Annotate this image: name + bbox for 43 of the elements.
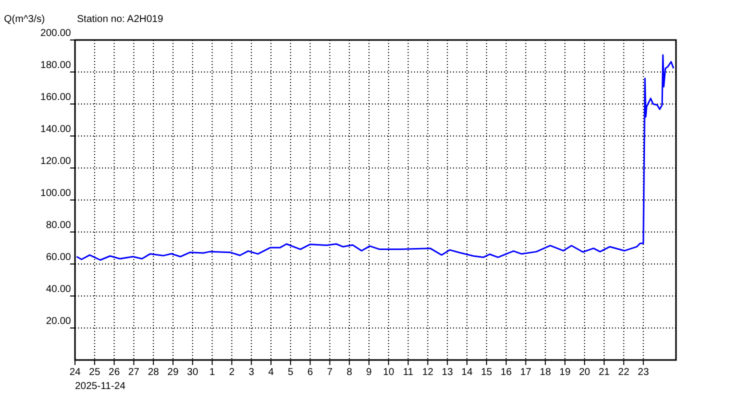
x-tick-label: 24 (69, 367, 81, 378)
x-tick-label: 22 (618, 367, 630, 378)
x-tick-label: 26 (108, 367, 120, 378)
x-tick-label: 7 (326, 367, 333, 378)
x-tick-label: 17 (520, 367, 532, 378)
x-tick-label: 27 (128, 367, 140, 378)
x-tick-label: 4 (268, 367, 274, 378)
x-tick-label: 9 (366, 367, 372, 378)
chart-title: Station no: A2H019 (77, 14, 164, 25)
x-tick-label: 18 (540, 367, 552, 378)
x-tick-label: 1 (209, 367, 216, 378)
x-tick-label: 16 (500, 367, 512, 378)
y-tick-label: 180.00 (40, 60, 72, 71)
x-tick-label: 23 (638, 367, 650, 378)
y-tick-label: 20.00 (46, 316, 72, 327)
x-tick-label: 20 (578, 367, 591, 378)
x-tick-label: 15 (480, 367, 493, 378)
y-tick-label: 80.00 (46, 220, 72, 231)
y-tick-label: 120.00 (40, 156, 72, 167)
y-tick-label: 200.00 (40, 28, 72, 39)
x-tick-label: 13 (442, 367, 454, 378)
x-tick-label: 19 (559, 367, 571, 378)
x-tick-label: 21 (598, 367, 610, 378)
text: 2025-11-24 (75, 381, 126, 392)
y-tick-label: 60.00 (46, 252, 72, 263)
y-tick-label: 40.00 (46, 284, 72, 295)
x-tick-label: 10 (383, 367, 395, 378)
x-tick-label: 2 (229, 367, 235, 378)
x-tick-label: 3 (248, 367, 255, 378)
x-tick-label: 28 (148, 367, 160, 378)
x-tick-label: 30 (187, 367, 199, 378)
y-tick-label: 140.00 (40, 124, 72, 135)
x-tick-label: 8 (346, 367, 353, 378)
x-tick-label: 14 (461, 367, 473, 378)
y-tick-label: 100.00 (40, 188, 72, 199)
x-tick-label: 29 (167, 367, 179, 378)
y-tick-label: 160.00 (40, 92, 72, 103)
x-tick-label: 5 (288, 367, 294, 378)
x-tick-label: 11 (402, 367, 414, 378)
x-tick-label: 6 (307, 367, 314, 378)
x-tick-label: 25 (89, 367, 101, 378)
y-axis-title: Q(m^3/s) (4, 14, 45, 25)
x-tick-label: 12 (422, 367, 434, 378)
